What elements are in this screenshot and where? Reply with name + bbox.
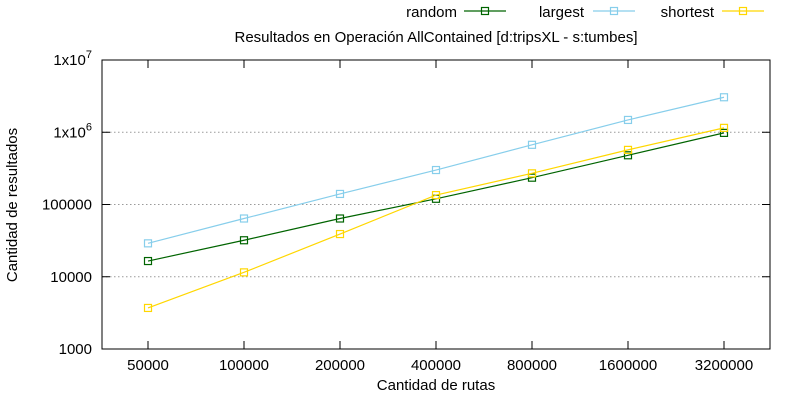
series-random [143,128,729,266]
y-tick-label: 100000 [42,197,92,214]
x-tick-label: 3200000 [695,357,753,374]
data-point [143,256,153,266]
y-tick-label: 1x106 [53,121,92,141]
series-line [147,127,725,309]
data-point [431,165,441,175]
data-point [239,268,249,277]
chart-title: Resultados en Operación AllContained [d:… [235,29,638,46]
legend-item-largest: largest [539,4,635,21]
data-point [623,151,633,160]
series-line [147,132,725,262]
data-point [239,236,249,245]
data-point [335,229,345,239]
data-point [143,303,153,313]
data-point [527,173,537,182]
x-tick-label: 400000 [411,357,461,374]
legend-label: random [406,4,457,21]
x-axis: 50000 100000 200000 400000 800000 1600000 3200… [127,60,753,374]
y-tick-label: 10000 [50,269,92,286]
data-point [623,145,633,154]
data-point [719,128,729,137]
data-point [527,169,537,178]
legend-label: shortest [661,4,715,21]
data-point [335,189,345,199]
legend-item-shortest: shortest [661,4,764,21]
legend-item-random: random [406,4,506,21]
x-axis-title: Cantidad de rutas [377,377,495,394]
legend-swatch-marker [480,6,490,16]
data-point [719,123,729,132]
y-tick-label: 1x107 [53,49,92,69]
data-point [719,93,729,102]
legend: random largest shortest [406,4,764,21]
y-tick-label: 1000 [59,341,92,358]
data-point [623,115,633,125]
data-point [239,214,249,223]
x-tick-label: 50000 [127,357,169,374]
y-axis: 1000 10000 100000 1x106 1x107 [42,49,770,358]
legend-swatch-marker [738,6,748,16]
data-point [527,140,537,149]
legend-swatch-marker [609,6,619,16]
series-line [147,96,725,244]
data-point [431,190,441,200]
y-axis-title: Cantidad de resultados [4,128,21,282]
data-point [335,214,345,223]
data-point [143,239,153,248]
series-shortest [143,123,729,313]
x-tick-label: 800000 [507,357,557,374]
x-tick-label: 1600000 [599,357,657,374]
series-group [143,93,729,313]
legend-label: largest [539,4,585,21]
x-tick-label: 100000 [219,357,269,374]
series-largest [143,93,729,248]
grid-lines [102,131,770,278]
x-tick-label: 200000 [315,357,365,374]
